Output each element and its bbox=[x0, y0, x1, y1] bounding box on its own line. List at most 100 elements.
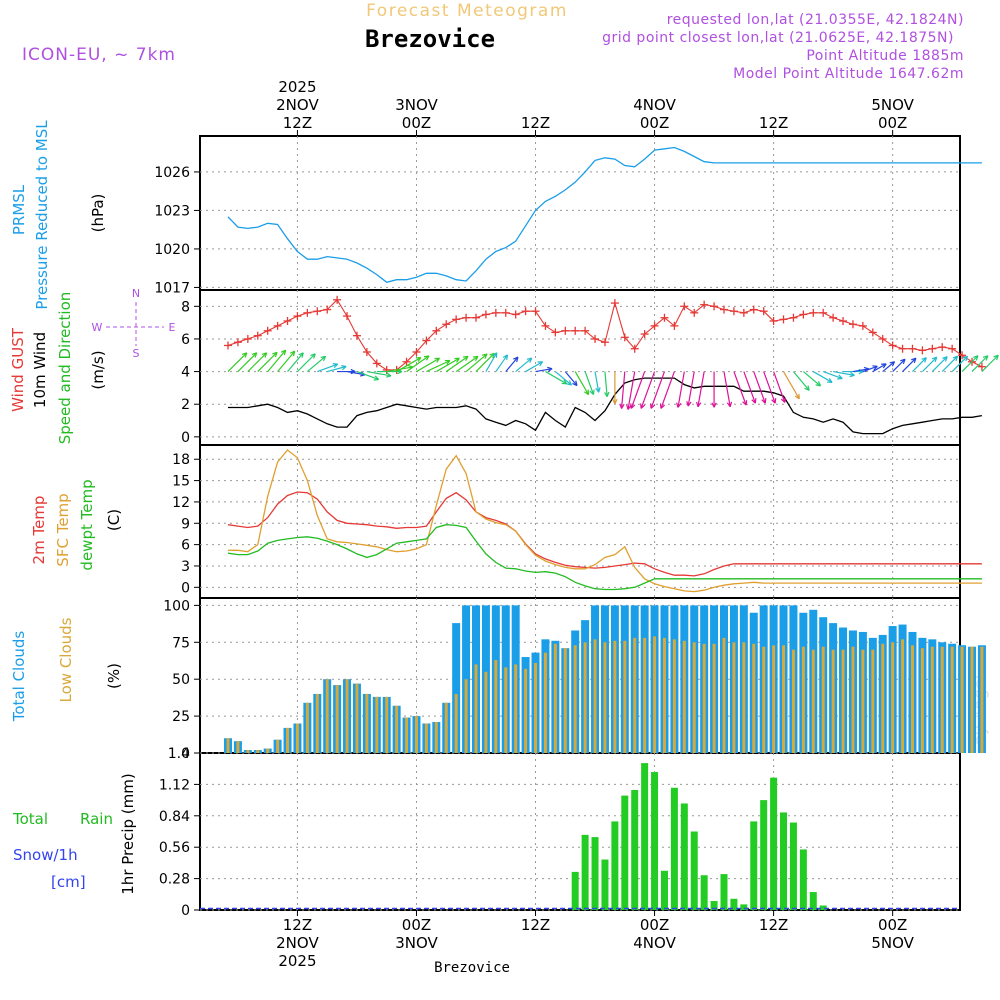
wind-gust-point bbox=[958, 351, 967, 360]
arrow-head bbox=[965, 356, 969, 362]
wind-gust-point bbox=[769, 317, 778, 325]
model-altitude: Model Point Altitude 1647.62m bbox=[733, 66, 964, 82]
cloud-low-bar bbox=[841, 649, 845, 753]
arrow-shaft bbox=[812, 371, 833, 383]
arrow-shaft bbox=[961, 355, 979, 373]
precip-rain-bar bbox=[631, 790, 639, 910]
arrow-shaft bbox=[941, 355, 959, 373]
panel-frame bbox=[199, 752, 961, 911]
cloud-low-bar bbox=[970, 646, 974, 753]
arrow-head bbox=[891, 361, 896, 367]
cloud-low-bar bbox=[692, 642, 696, 753]
cloud-low-bar bbox=[732, 642, 736, 753]
arrow-shaft bbox=[753, 371, 766, 404]
precip-rain-bar bbox=[799, 849, 807, 910]
wind-direction-arrow bbox=[649, 371, 666, 409]
bottom-axis-label: 2025 bbox=[278, 952, 316, 970]
wind-direction-arrow bbox=[277, 350, 296, 372]
cloud-low-bar bbox=[722, 637, 726, 753]
y-tick-label: 15 bbox=[172, 474, 190, 490]
wind-gust-line bbox=[227, 298, 983, 371]
arrow-head bbox=[993, 354, 999, 358]
precip-rain-label: Rain bbox=[80, 810, 113, 828]
wind-direction-arrow bbox=[773, 371, 786, 403]
arrow-head bbox=[547, 366, 553, 370]
arrow-head bbox=[589, 390, 594, 396]
wind-gust-point bbox=[829, 313, 838, 322]
wind-gust-point bbox=[243, 334, 252, 343]
wind-direction-arrow bbox=[495, 354, 509, 372]
arrow-head bbox=[595, 387, 600, 393]
wind-gust-point bbox=[710, 302, 719, 311]
wind-direction-arrow bbox=[317, 363, 339, 373]
y-tick-label: 18 bbox=[172, 452, 190, 468]
cloud-low-bar bbox=[266, 748, 270, 753]
arrow-head bbox=[283, 349, 287, 356]
arrow-shaft bbox=[862, 365, 878, 373]
arrow-head bbox=[350, 368, 356, 373]
arrow-head bbox=[686, 401, 689, 407]
wind-gust-point bbox=[809, 308, 818, 317]
wind-direction-arrow bbox=[525, 361, 544, 373]
top-axis-label: 12Z bbox=[521, 114, 550, 132]
precip-labels: Total Rain Snow/1h [cm] 1hr Precip (mm) bbox=[12, 773, 137, 894]
cloud-low-bar bbox=[395, 705, 399, 753]
cloud-low-bar bbox=[256, 750, 260, 753]
arrow-head bbox=[934, 357, 938, 363]
arrow-shaft bbox=[604, 371, 608, 397]
arrow-head bbox=[333, 363, 339, 369]
arrow-shaft bbox=[902, 357, 917, 373]
cloud-low-bar bbox=[662, 637, 666, 753]
arrow-head bbox=[677, 403, 682, 408]
arrow-shaft bbox=[733, 371, 747, 406]
cloud-low-bar bbox=[335, 685, 339, 753]
wind-gust-point bbox=[273, 321, 282, 330]
arrow-head bbox=[630, 403, 632, 409]
wind-direction-arrow bbox=[659, 371, 675, 409]
y-tick-label: 4 bbox=[181, 365, 190, 381]
cloud-labels: Total Clouds Low Clouds (%) bbox=[10, 617, 123, 722]
precip-rain-bar bbox=[720, 874, 728, 910]
wind-direction-arrow bbox=[733, 371, 748, 406]
cloud-low-bar bbox=[881, 643, 885, 753]
cloud-low-bar bbox=[553, 643, 557, 753]
arrow-head bbox=[502, 354, 508, 358]
arrow-shaft bbox=[912, 357, 927, 373]
wind-direction-arrow bbox=[822, 371, 843, 380]
arrow-shaft bbox=[406, 355, 430, 373]
wind-gust-point bbox=[650, 321, 659, 330]
arrow-head bbox=[373, 378, 379, 381]
wind-direction-arrow bbox=[594, 371, 601, 393]
wind-gust-point bbox=[858, 321, 867, 330]
arrow-head bbox=[952, 355, 958, 359]
bottom-axis-label: 12Z bbox=[283, 916, 312, 934]
arrow-shaft bbox=[687, 371, 695, 407]
cloud-low-bar bbox=[901, 639, 905, 753]
cloud-low-bar bbox=[514, 664, 518, 753]
wind-gust-point bbox=[928, 344, 937, 353]
wind-gust-point bbox=[789, 313, 798, 322]
arrow-head bbox=[942, 356, 948, 359]
compass-e: E bbox=[169, 321, 176, 334]
wind-gust-point bbox=[551, 328, 560, 337]
arrow-shaft bbox=[802, 371, 821, 387]
cloud-low-label: Low Clouds bbox=[57, 617, 75, 702]
cloud-low-bar bbox=[484, 671, 488, 753]
arrow-head bbox=[606, 391, 610, 397]
arrow-head bbox=[484, 353, 488, 359]
wind-direction-arrow bbox=[872, 363, 887, 373]
arrow-head bbox=[838, 374, 843, 379]
wind-gust-point bbox=[610, 299, 619, 308]
bottom-axis-label: 00Z bbox=[878, 916, 907, 934]
bottom-axis-label: 12Z bbox=[521, 916, 550, 934]
arrow-head bbox=[489, 352, 495, 356]
plot-layer bbox=[200, 146, 999, 910]
arrow-head bbox=[921, 357, 927, 360]
arrow-head bbox=[272, 351, 278, 355]
wind-direction-arrow bbox=[696, 371, 705, 408]
wind-direction-arrow bbox=[356, 371, 380, 381]
arrow-head bbox=[863, 366, 869, 370]
cloud-low-bar bbox=[295, 723, 299, 753]
wind-direction-arrow bbox=[505, 356, 519, 372]
arrow-head bbox=[313, 353, 316, 359]
